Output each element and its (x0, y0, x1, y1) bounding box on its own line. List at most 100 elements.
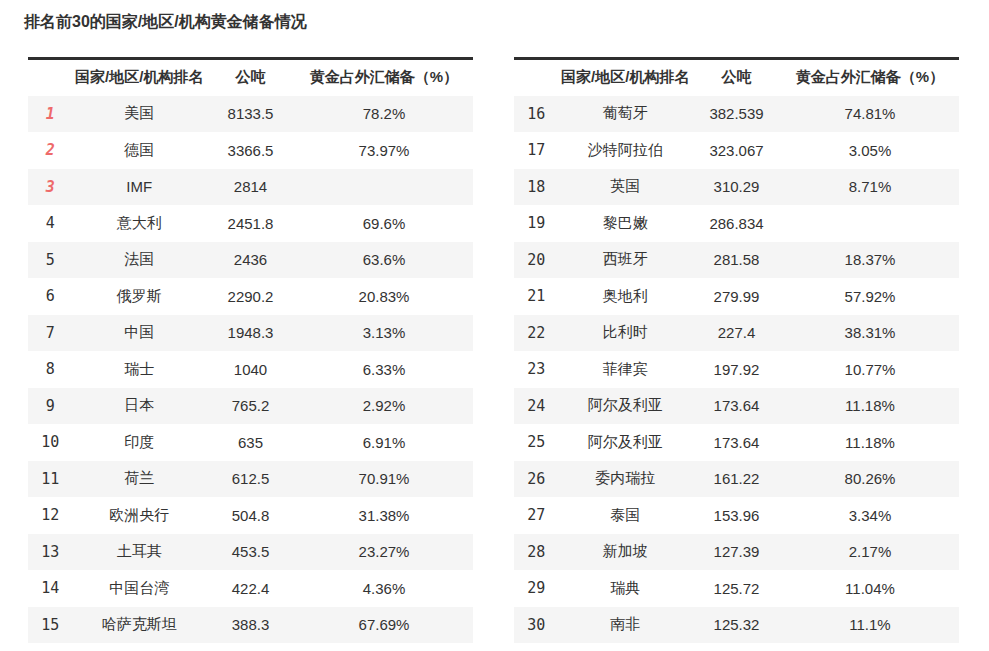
rank-cell: 19 (514, 205, 559, 242)
pct-cell: 57.92% (781, 278, 959, 315)
country-cell: 南非 (559, 607, 693, 644)
pct-cell: 11.18% (781, 424, 959, 461)
country-cell: 比利时 (559, 315, 693, 352)
rank-cell: 6 (28, 278, 73, 315)
table-row: 2德国3366.573.97% (28, 132, 473, 169)
country-cell: 哈萨克斯坦 (73, 607, 207, 644)
tons-cell: 504.8 (206, 497, 295, 534)
tons-cell: 281.58 (692, 242, 781, 279)
rank-cell: 29 (514, 570, 559, 607)
country-cell: 意大利 (73, 205, 207, 242)
tons-cell: 453.5 (206, 534, 295, 571)
rank-cell: 16 (514, 96, 559, 133)
pct-cell: 63.6% (295, 242, 473, 279)
col-header-rank (514, 59, 559, 96)
table-row: 27泰国153.963.34% (514, 497, 959, 534)
country-cell: 土耳其 (73, 534, 207, 571)
tons-cell: 153.96 (692, 497, 781, 534)
pct-cell: 67.69% (295, 607, 473, 644)
rank-cell: 17 (514, 132, 559, 169)
table-row: 8瑞士10406.33% (28, 351, 473, 388)
tons-cell: 2290.2 (206, 278, 295, 315)
table-row: 21奥地利279.9957.92% (514, 278, 959, 315)
rank-cell: 9 (28, 388, 73, 425)
country-cell: 奥地利 (559, 278, 693, 315)
tons-cell: 765.2 (206, 388, 295, 425)
tons-cell: 323.067 (692, 132, 781, 169)
pct-cell: 31.38% (295, 497, 473, 534)
pct-cell (781, 205, 959, 242)
tons-cell: 279.99 (692, 278, 781, 315)
country-cell: 德国 (73, 132, 207, 169)
table-row: 14中国台湾422.44.36% (28, 570, 473, 607)
tons-cell: 382.539 (692, 96, 781, 133)
table-row: 1美国8133.578.2% (28, 96, 473, 133)
tons-cell: 422.4 (206, 570, 295, 607)
pct-cell: 73.97% (295, 132, 473, 169)
table-row: 7中国1948.33.13% (28, 315, 473, 352)
tons-cell: 197.92 (692, 351, 781, 388)
rank-cell: 5 (28, 242, 73, 279)
rank-cell: 2 (28, 132, 73, 169)
tons-cell: 127.39 (692, 534, 781, 571)
col-header-tons: 公吨 (206, 59, 295, 96)
rank-cell: 12 (28, 497, 73, 534)
table-row: 28新加坡127.392.17% (514, 534, 959, 571)
rank-cell: 13 (28, 534, 73, 571)
rank-cell: 24 (514, 388, 559, 425)
country-cell: 中国 (73, 315, 207, 352)
table-row: 17沙特阿拉伯323.0673.05% (514, 132, 959, 169)
tons-cell: 2451.8 (206, 205, 295, 242)
rank-cell: 20 (514, 242, 559, 279)
tons-cell: 388.3 (206, 607, 295, 644)
rank-cell: 25 (514, 424, 559, 461)
tons-cell: 8133.5 (206, 96, 295, 133)
pct-cell: 3.05% (781, 132, 959, 169)
pct-cell: 2.92% (295, 388, 473, 425)
country-cell: 荷兰 (73, 461, 207, 498)
table-row: 13土耳其453.523.27% (28, 534, 473, 571)
tons-cell: 173.64 (692, 424, 781, 461)
pct-cell: 20.83% (295, 278, 473, 315)
pct-cell: 11.18% (781, 388, 959, 425)
rank-cell: 8 (28, 351, 73, 388)
country-cell: 瑞士 (73, 351, 207, 388)
pct-cell: 2.17% (781, 534, 959, 571)
rank-cell: 3 (28, 169, 73, 206)
rank-cell: 4 (28, 205, 73, 242)
table-row: 3IMF2814 (28, 169, 473, 206)
table-row: 18英国310.298.71% (514, 169, 959, 206)
table-row: 6俄罗斯2290.220.83% (28, 278, 473, 315)
tons-cell: 125.72 (692, 570, 781, 607)
table-row: 19黎巴嫩286.834 (514, 205, 959, 242)
tons-cell: 161.22 (692, 461, 781, 498)
col-header-country: 国家/地区/机构排名 (73, 59, 207, 96)
table-row: 20西班牙281.5818.37% (514, 242, 959, 279)
pct-cell: 11.1% (781, 607, 959, 644)
country-cell: 沙特阿拉伯 (559, 132, 693, 169)
table-row: 23菲律宾197.9210.77% (514, 351, 959, 388)
gold-reserves-table-right: 国家/地区/机构排名 公吨 黄金占外汇储备（%） 16葡萄牙382.53974.… (514, 57, 959, 643)
country-cell: 阿尔及利亚 (559, 424, 693, 461)
table-header-right: 国家/地区/机构排名 公吨 黄金占外汇储备（%） (514, 59, 959, 96)
pct-cell: 38.31% (781, 315, 959, 352)
rank-cell: 30 (514, 607, 559, 644)
country-cell: 俄罗斯 (73, 278, 207, 315)
header-row: 国家/地区/机构排名 公吨 黄金占外汇储备（%） (514, 59, 959, 96)
rank-cell: 27 (514, 497, 559, 534)
pct-cell: 6.33% (295, 351, 473, 388)
pct-cell: 4.36% (295, 570, 473, 607)
country-cell: 法国 (73, 242, 207, 279)
tons-cell: 310.29 (692, 169, 781, 206)
col-header-pct: 黄金占外汇储备（%） (781, 59, 959, 96)
country-cell: 泰国 (559, 497, 693, 534)
country-cell: 瑞典 (559, 570, 693, 607)
rank-cell: 15 (28, 607, 73, 644)
table-row: 22比利时227.438.31% (514, 315, 959, 352)
pct-cell: 74.81% (781, 96, 959, 133)
header-row: 国家/地区/机构排名 公吨 黄金占外汇储备（%） (28, 59, 473, 96)
pct-cell: 70.91% (295, 461, 473, 498)
table-row: 15哈萨克斯坦388.367.69% (28, 607, 473, 644)
tons-cell: 2436 (206, 242, 295, 279)
pct-cell: 18.37% (781, 242, 959, 279)
